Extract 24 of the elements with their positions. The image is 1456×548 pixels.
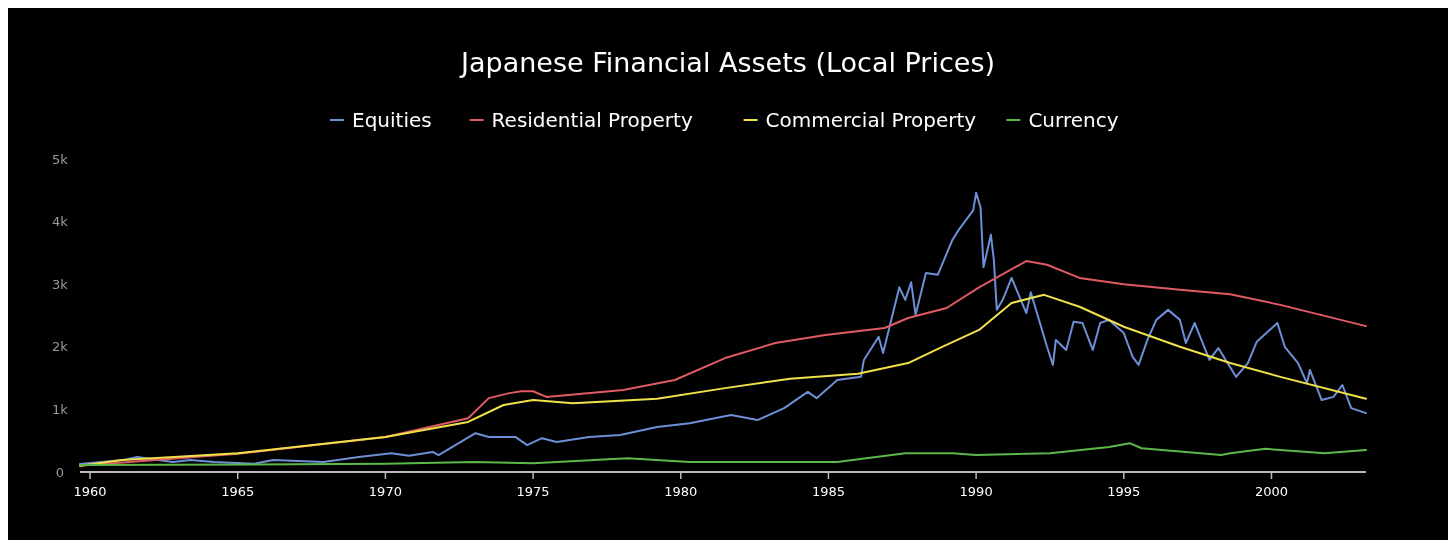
y-tick-label: 1k — [52, 401, 69, 417]
line-series — [79, 293, 1367, 467]
x-tick-label: 2000 — [1254, 484, 1289, 499]
y-tick-label: 5k — [52, 151, 69, 167]
y-tick-label: 3k — [52, 276, 69, 292]
x-tick-label: 1970 — [368, 484, 402, 499]
x-tick-label: 1985 — [811, 484, 845, 499]
legend-label: Commercial Property — [765, 108, 977, 132]
legend-label: Equities — [352, 108, 432, 132]
x-tick-label: 1980 — [664, 484, 698, 499]
legend-label: Currency — [1028, 108, 1119, 132]
line-series — [79, 260, 1367, 467]
y-tick-label: 0 — [55, 464, 65, 480]
x-tick-label: 1960 — [73, 484, 107, 499]
legend-label: Residential Property — [491, 108, 693, 132]
x-tick-label: 1965 — [221, 484, 255, 499]
chart-title: Japanese Financial Assets (Local Prices) — [458, 47, 996, 78]
x-tick-label: 1990 — [959, 484, 993, 499]
line-series — [79, 442, 1367, 467]
x-tick-label: 1995 — [1107, 484, 1141, 499]
line-series — [79, 191, 1367, 465]
x-tick-label: 1975 — [516, 484, 550, 499]
y-tick-label: 4k — [52, 214, 69, 230]
y-tick-label: 2k — [52, 339, 69, 355]
